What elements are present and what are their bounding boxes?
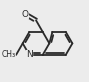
Text: N: N (26, 50, 33, 59)
Text: CH₃: CH₃ (2, 50, 16, 59)
Text: O: O (22, 10, 29, 19)
